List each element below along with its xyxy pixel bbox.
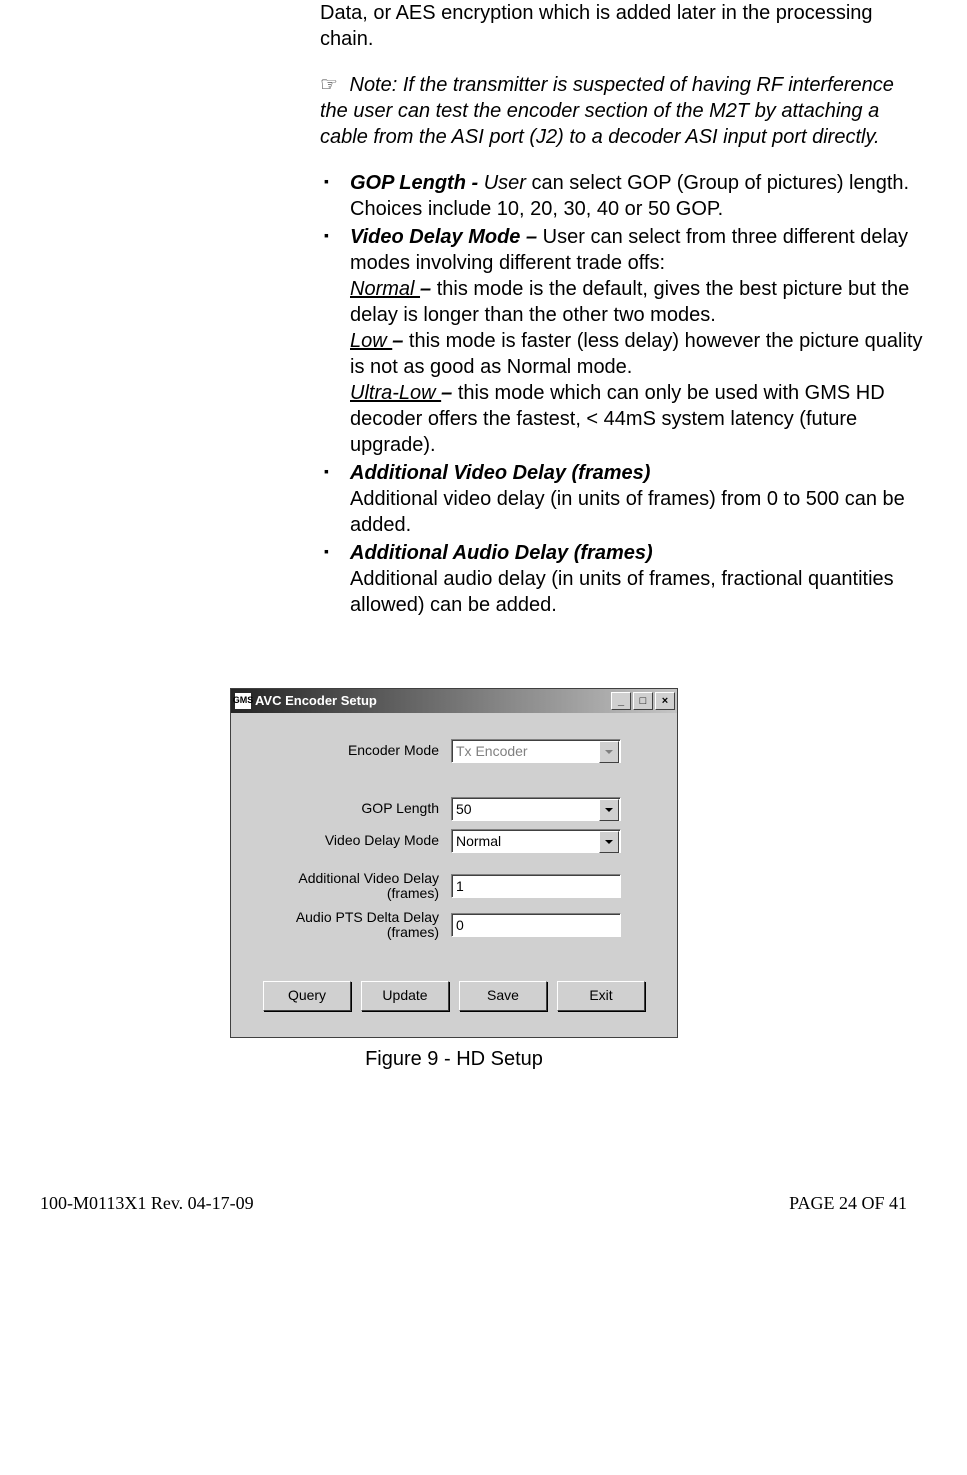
page-footer: 100-M0113X1 Rev. 04-17-09 PAGE 24 OF 41: [0, 1132, 967, 1235]
feature-list: GOP Length - User can select GOP (Group …: [320, 170, 927, 618]
footer-left: 100-M0113X1 Rev. 04-17-09: [40, 1192, 254, 1215]
encoder-mode-select[interactable]: Tx Encoder: [451, 739, 621, 763]
gop-length-select[interactable]: 50: [451, 797, 621, 821]
list-item: Additional Audio Delay (frames) Addition…: [320, 540, 927, 618]
intro-paragraph: Data, or AES encryption which is added l…: [320, 0, 927, 52]
audio-pts-delta-label: Audio PTS Delta Delay (frames): [247, 910, 451, 941]
window-title: AVC Encoder Setup: [255, 693, 611, 710]
list-item: GOP Length - User can select GOP (Group …: [320, 170, 927, 222]
app-icon: GMS: [235, 693, 251, 709]
query-button[interactable]: Query: [263, 981, 351, 1011]
video-delay-mode-select[interactable]: Normal: [451, 829, 621, 853]
chevron-down-icon: [599, 741, 619, 763]
update-button[interactable]: Update: [361, 981, 449, 1011]
additional-video-delay-label: Additional Video Delay (frames): [247, 871, 451, 902]
encoder-mode-label: Encoder Mode: [247, 743, 451, 758]
gop-length-label: GOP Length: [247, 801, 451, 816]
note-paragraph: ☞ Note: If the transmitter is suspected …: [320, 72, 927, 150]
list-item: Video Delay Mode – User can select from …: [320, 224, 927, 458]
minimize-button[interactable]: _: [611, 692, 631, 710]
maximize-button[interactable]: □: [633, 692, 653, 710]
audio-pts-delta-input[interactable]: 0: [451, 913, 621, 937]
chevron-down-icon: [599, 831, 619, 853]
close-button[interactable]: ×: [655, 692, 675, 710]
note-icon: ☞: [320, 72, 338, 98]
save-button[interactable]: Save: [459, 981, 547, 1011]
titlebar: GMS AVC Encoder Setup _ □ ×: [231, 689, 677, 713]
avc-encoder-setup-dialog: GMS AVC Encoder Setup _ □ × Encoder Mode…: [230, 688, 678, 1038]
exit-button[interactable]: Exit: [557, 981, 645, 1011]
chevron-down-icon: [599, 799, 619, 821]
figure-caption: Figure 9 - HD Setup: [230, 1046, 678, 1072]
list-item: Additional Video Delay (frames) Addition…: [320, 460, 927, 538]
video-delay-mode-label: Video Delay Mode: [247, 833, 451, 848]
footer-right: PAGE 24 OF 41: [789, 1192, 907, 1215]
additional-video-delay-input[interactable]: 1: [451, 874, 621, 898]
